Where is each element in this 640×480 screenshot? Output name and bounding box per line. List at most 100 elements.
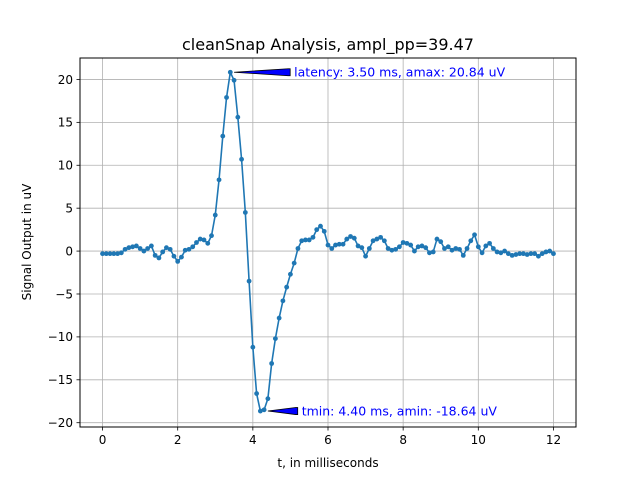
data-point — [246, 278, 252, 284]
x-tick-label: 10 — [471, 433, 486, 447]
data-point — [438, 239, 444, 245]
data-point — [502, 248, 508, 254]
data-point — [194, 240, 199, 245]
data-point — [280, 298, 286, 304]
data-point — [479, 250, 485, 256]
data-point — [366, 246, 372, 251]
data-point — [374, 236, 380, 242]
data-point — [396, 244, 402, 250]
annotation-arrow — [267, 407, 299, 415]
data-point — [359, 245, 365, 251]
data-point — [539, 251, 545, 257]
data-point — [133, 243, 139, 249]
data-point — [148, 243, 154, 249]
data-point — [152, 252, 158, 258]
data-point — [513, 252, 519, 257]
data-point — [257, 408, 263, 414]
data-point — [318, 223, 323, 229]
data-point — [137, 246, 143, 251]
data-point — [475, 244, 481, 250]
x-tick-label: 8 — [399, 433, 407, 447]
data-point — [551, 251, 556, 257]
data-point — [460, 252, 466, 258]
data-point — [400, 240, 406, 245]
y-axis-label: Signal Output in uV — [20, 183, 34, 301]
data-point — [543, 249, 549, 255]
data-point — [254, 391, 260, 396]
data-point — [468, 238, 474, 244]
data-point — [419, 243, 425, 249]
data-point — [449, 247, 455, 253]
data-point — [505, 251, 511, 257]
x-axis-label: t, in milliseconds — [277, 456, 378, 470]
data-point — [205, 240, 211, 246]
data-point — [340, 241, 346, 247]
data-point — [171, 253, 177, 259]
data-point — [333, 242, 338, 248]
data-point — [190, 244, 196, 250]
data-point — [179, 254, 184, 260]
data-point — [288, 271, 293, 277]
x-tick-label: 0 — [99, 433, 107, 447]
data-point — [363, 253, 368, 259]
data-point — [291, 260, 297, 266]
data-point — [182, 247, 188, 253]
y-tick-label: 5 — [65, 201, 73, 215]
data-point — [261, 407, 267, 413]
data-point — [164, 245, 169, 251]
data-point — [212, 212, 218, 218]
data-point — [314, 227, 320, 233]
data-point — [303, 237, 308, 243]
data-point — [524, 252, 530, 257]
data-point — [175, 258, 181, 264]
data-point — [528, 251, 534, 257]
data-point — [220, 133, 226, 139]
data-point — [464, 246, 470, 251]
data-point — [209, 233, 214, 239]
data-point — [235, 114, 241, 120]
data-point — [532, 251, 538, 257]
data-point — [520, 251, 526, 257]
data-point — [408, 242, 414, 248]
data-point — [156, 255, 162, 261]
data-point — [299, 238, 305, 244]
data-point — [404, 240, 410, 246]
annotation-text: latency: 3.50 ms, amax: 20.84 uV — [294, 65, 505, 80]
data-point — [434, 236, 440, 242]
data-point — [351, 235, 357, 241]
data-point — [167, 246, 173, 252]
data-point — [393, 246, 399, 252]
data-point — [487, 240, 492, 246]
y-tick-label: 15 — [58, 116, 73, 130]
annotation-text: tmin: 4.40 ms, amin: -18.64 uV — [302, 404, 498, 419]
data-point — [344, 236, 350, 242]
data-point — [224, 95, 229, 100]
y-tick-label: −20 — [48, 416, 73, 430]
data-series — [100, 69, 556, 414]
data-point — [490, 246, 496, 251]
data-point — [186, 246, 192, 252]
data-point — [381, 238, 387, 244]
y-tick-label: −15 — [48, 373, 73, 387]
data-point — [517, 251, 523, 257]
y-tick-label: 0 — [65, 244, 73, 258]
data-point — [130, 244, 136, 250]
x-tick-label: 6 — [324, 433, 332, 447]
data-point — [227, 69, 233, 75]
data-point — [126, 245, 132, 251]
data-point — [498, 250, 504, 256]
data-point — [415, 244, 421, 250]
data-point — [239, 156, 244, 162]
data-point — [472, 232, 477, 238]
data-point — [201, 237, 207, 243]
x-tick-label: 2 — [174, 433, 182, 447]
data-point — [197, 236, 203, 242]
data-point — [250, 344, 256, 350]
y-tick-label: −10 — [48, 330, 73, 344]
data-point — [118, 250, 124, 256]
data-point — [494, 249, 500, 255]
y-tick-label: 10 — [58, 159, 73, 173]
data-point — [348, 234, 353, 239]
data-point — [306, 237, 312, 243]
